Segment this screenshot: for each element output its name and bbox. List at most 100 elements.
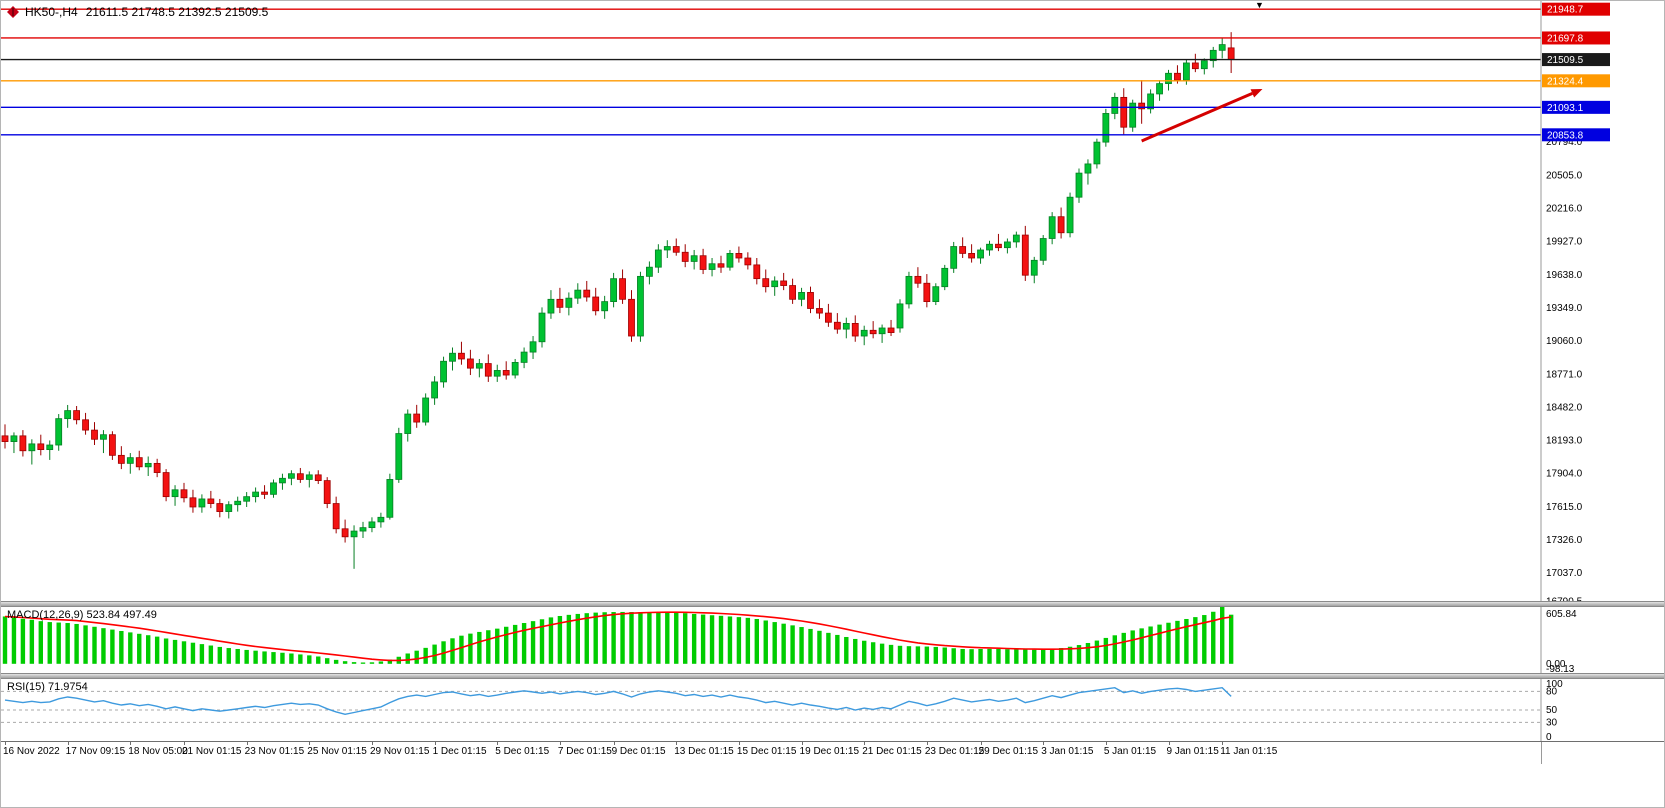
candle [1084,159,1092,185]
candle [1066,192,1074,238]
time-axis-tick [434,742,436,745]
macd-histogram-bar [718,615,724,664]
time-axis-tick [1043,742,1045,745]
time-axis-tick [1168,742,1170,745]
macd-histogram-bar [575,613,580,664]
macd-histogram-bar [996,648,1001,664]
price-level-badge [1542,74,1610,88]
candle [475,358,483,378]
time-axis-tick [67,742,69,745]
macd-histogram-bar [351,662,357,664]
candle [601,295,609,319]
rsi-label: RSI(15) 71.9754 [7,681,88,693]
macd-axis-label: 605.84 [1546,609,1577,620]
macd-histogram-bar [342,661,348,664]
macd-histogram-bar [11,617,17,664]
macd-histogram-bar [620,611,625,664]
macd-histogram-bar [557,615,563,664]
macd-label: MACD(12,26,9) 523.84 497.49 [7,609,157,621]
macd-histogram-bar [20,618,26,664]
candle [520,347,528,369]
candle [1030,256,1038,284]
panel-splitter[interactable] [1,673,1664,679]
rsi-axis-label: 30 [1546,717,1558,728]
macd-canvas[interactable]: 605.84 0.00-98.13 [1,607,1665,673]
macd-histogram-bar [378,661,384,664]
macd-histogram-bar [942,647,947,664]
macd-histogram-bar [405,653,410,664]
candle [825,303,832,327]
panel-splitter[interactable] [1,601,1664,607]
macd-histogram-bar [1112,635,1117,664]
candle [502,361,510,380]
macd-histogram-bar [593,612,598,664]
time-axis-label: 5 Jan 01:15 [1103,746,1157,757]
candle [404,409,412,442]
time-axis-label: 18 Nov 05:00 [128,746,188,757]
candle [144,456,152,476]
macd-histogram-bar [74,623,79,664]
macd-histogram-bar [307,655,312,664]
candle [610,272,617,308]
candle [699,248,707,275]
candle [887,319,895,337]
macd-histogram-bar [360,662,366,664]
candle [431,376,439,405]
candle [905,271,913,309]
macd-histogram-bar [137,633,142,664]
time-axis-tick [184,742,185,745]
candle [91,422,98,446]
macd-histogram-bar [548,617,554,664]
macd-histogram-bar [262,651,267,664]
candle [1075,168,1083,203]
candle [798,287,805,307]
price-axis-label: 19927.0 [1546,237,1583,248]
macd-histogram-bar [1014,648,1019,664]
candle [735,246,743,263]
macd-histogram-bar [298,654,303,664]
macd-histogram-bar [1220,607,1225,664]
macd-histogram-bar [1085,642,1091,664]
candle [842,317,850,339]
time-axis-label: 9 Dec 01:15 [611,746,666,757]
time-marker-icon: ▼ [1255,0,1264,10]
trend-arrow[interactable] [1141,89,1263,143]
price-chart-canvas[interactable]: 21692.620794.020505.020216.019927.019638… [1,1,1665,601]
candle [171,485,179,506]
time-axis-tick [130,742,132,745]
macd-histogram-bar [862,640,867,664]
candle [851,315,859,342]
candle [878,324,886,343]
macd-histogram-bar [969,649,974,664]
macd-histogram-bar [83,625,88,664]
candle [1111,92,1119,120]
candle [323,477,331,509]
candle [977,247,984,264]
macd-histogram-bar [799,627,804,664]
macd-histogram-bar [521,623,527,664]
macd-histogram-bar [65,623,70,664]
time-axis-tick [246,742,248,745]
macd-histogram-bar [906,646,912,664]
candle [449,347,456,371]
candle [995,233,1002,252]
candle [628,290,635,342]
candle [914,267,922,288]
macd-histogram-bar [638,612,643,664]
candle [458,341,465,365]
price-axis-label: 18771.0 [1546,369,1583,380]
macd-histogram-bar [1121,632,1126,664]
macd-histogram-bar [835,634,840,664]
time-axis-label: 16 Nov 2022 [3,746,60,757]
candle [968,244,975,263]
time-axis[interactable]: 16 Nov 2022 17 Nov 09:15 18 Nov 05:00 21 No… [1,741,1664,764]
time-axis-tick [5,742,6,745]
candle [368,517,376,533]
candle [1200,58,1208,75]
macd-histogram-bar [495,628,500,664]
candle [780,272,788,291]
price-level-badge-text: 21324.4 [1547,76,1584,87]
candle [1156,80,1163,101]
macd-histogram-bar [629,612,634,664]
